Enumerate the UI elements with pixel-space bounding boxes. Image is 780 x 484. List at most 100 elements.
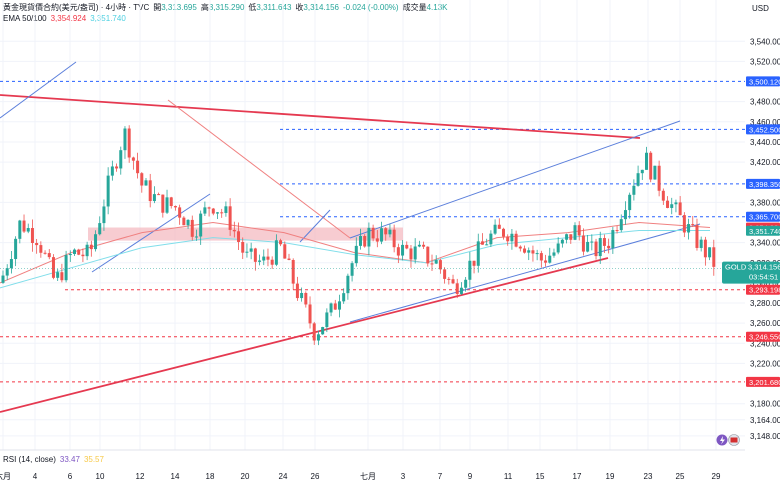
candle-body	[438, 260, 442, 270]
candle-body	[493, 224, 497, 234]
candle-body	[18, 220, 22, 239]
ema-legend[interactable]: EMA 50/100 3,354.924 3,351.740	[3, 14, 130, 24]
candle-body	[211, 208, 215, 214]
candle-body	[447, 278, 451, 280]
candle-body	[316, 334, 320, 341]
candle-body	[60, 272, 64, 281]
candle-body	[308, 304, 312, 324]
candle-body	[367, 227, 371, 247]
candle-body	[89, 244, 93, 250]
candle-body	[426, 246, 430, 264]
candle-body	[695, 224, 699, 248]
candle-body	[199, 213, 203, 237]
rsi-value-2: 35.57	[83, 455, 104, 464]
candle-body	[480, 241, 484, 245]
x-tick-label: 七月	[360, 472, 376, 481]
y-tick-label: 3,220.000	[750, 359, 780, 368]
low-label: 低	[248, 3, 257, 12]
ema-label: EMA 50/100	[3, 14, 47, 23]
candle-body	[590, 241, 594, 243]
candle-body	[645, 152, 648, 170]
descending-trendline	[0, 94, 641, 139]
price-badge	[746, 225, 780, 236]
candle-body	[598, 238, 602, 257]
y-tick-label: 3,240.000	[750, 339, 780, 348]
candle-body	[464, 279, 468, 288]
x-tick-label: 23	[644, 472, 653, 481]
candle-body	[300, 292, 304, 299]
x-tick-label: 24	[279, 472, 288, 481]
x-tick-label: 15	[536, 472, 545, 481]
candle-body	[270, 259, 274, 265]
candle-body	[552, 252, 556, 256]
volume-label: 成交量	[402, 3, 427, 12]
price-badge	[746, 76, 780, 87]
ascending-trendline	[0, 257, 609, 413]
candle-body	[560, 239, 564, 244]
candle-body	[703, 239, 707, 258]
candle-body	[653, 165, 657, 180]
candle-body	[220, 212, 224, 214]
candle-body	[30, 228, 34, 243]
candle-body	[502, 228, 505, 237]
candle-body	[64, 255, 68, 281]
x-tick-label: 6	[68, 472, 73, 481]
candle-body	[535, 253, 539, 255]
candle-body	[216, 212, 219, 214]
candle-body	[455, 283, 459, 294]
candle-body	[632, 185, 636, 195]
time-axis[interactable]: 六月 4 6 10 12 14 18 20 24 26 七月 3 7 9 11 15 17 19 23 25 29	[0, 471, 721, 481]
candle-body	[611, 230, 615, 249]
candle-body	[413, 246, 417, 260]
candle-body	[333, 303, 337, 310]
channel-bottom-line	[349, 223, 701, 323]
candle-body	[190, 219, 194, 237]
candle-body	[207, 207, 211, 209]
candle-body	[518, 246, 522, 249]
price-axis[interactable]: USD 3,540.000 3,520.000 3,480.000 3,460.000…	[750, 4, 780, 441]
candle-body	[178, 207, 182, 218]
x-tick-label: 3	[401, 472, 406, 481]
y-tick-label: 3,480.000	[750, 98, 780, 107]
candle-body	[279, 240, 283, 245]
volume-value: 4.13K	[426, 3, 448, 12]
last-price-value: 3,314.156	[748, 263, 780, 272]
candle-body	[430, 263, 434, 265]
price-badge	[746, 211, 780, 222]
axis-icons[interactable]	[716, 434, 740, 446]
candle-body	[342, 293, 346, 302]
candle-body	[136, 160, 140, 174]
candle-body	[321, 327, 325, 335]
candle-body	[127, 128, 131, 158]
price-badge	[746, 124, 780, 135]
candle-body	[77, 249, 81, 255]
rsi-legend[interactable]: RSI (14, close) 33.47 35.57	[3, 455, 108, 465]
horizontal-levels	[0, 80, 745, 383]
close-value: 3,314.156	[303, 3, 339, 12]
candle-body	[472, 260, 476, 266]
candle-body	[346, 275, 350, 294]
candle-body	[384, 228, 388, 235]
x-tick-label: 9	[468, 472, 473, 481]
candle-body	[388, 229, 392, 235]
candle-body	[232, 229, 236, 232]
candle-body	[94, 234, 98, 250]
x-tick-label: 六月	[0, 471, 11, 481]
grid	[0, 0, 745, 451]
candle-body	[237, 231, 241, 242]
price-badge	[746, 284, 780, 295]
candle-body	[417, 244, 421, 247]
candle-body	[699, 239, 703, 248]
candle-body	[523, 248, 527, 253]
candle-body	[266, 256, 270, 260]
candle-body	[661, 190, 665, 201]
candle-body	[253, 248, 257, 262]
candle-body	[81, 254, 85, 257]
candle-body	[144, 180, 148, 186]
candle-body	[409, 248, 413, 260]
candle-body	[43, 252, 47, 254]
last-price-badge[interactable]	[722, 261, 780, 284]
candle-body	[85, 244, 89, 257]
candle-body	[657, 165, 661, 191]
